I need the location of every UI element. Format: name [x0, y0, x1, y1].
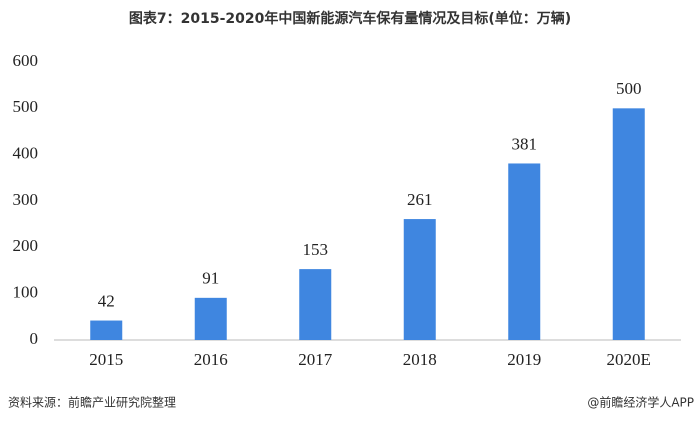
data-label: 153 [303, 240, 329, 259]
data-label: 381 [512, 134, 538, 153]
x-tick-label: 2018 [403, 350, 437, 369]
bar [90, 320, 123, 340]
bar [612, 108, 645, 340]
bar [403, 219, 436, 340]
bar [299, 269, 332, 340]
x-tick-label: 2016 [194, 350, 228, 369]
y-tick-label: 0 [30, 329, 39, 348]
source-note: 资料来源：前瞻产业研究院整理 [8, 395, 176, 410]
y-tick-label: 200 [13, 236, 39, 255]
credit: @前瞻经济学人APP [587, 395, 694, 410]
data-label: 261 [407, 190, 433, 209]
data-label: 91 [202, 269, 219, 288]
y-tick-label: 400 [13, 144, 39, 163]
bar [508, 163, 541, 340]
data-label: 42 [98, 291, 115, 310]
x-tick-label: 2015 [89, 350, 123, 369]
data-label: 500 [616, 79, 642, 98]
x-tick-label: 2017 [298, 350, 333, 369]
y-tick-label: 600 [13, 51, 39, 70]
y-tick-label: 100 [13, 283, 39, 302]
x-tick-label: 2019 [507, 350, 541, 369]
y-tick-label: 500 [13, 97, 39, 116]
x-tick-label: 2020E [607, 350, 651, 369]
y-tick-label: 300 [13, 190, 39, 209]
chart-title: 图表7：2015-2020年中国新能源汽车保有量情况及目标(单位：万辆) [129, 10, 571, 27]
bar [194, 297, 227, 340]
